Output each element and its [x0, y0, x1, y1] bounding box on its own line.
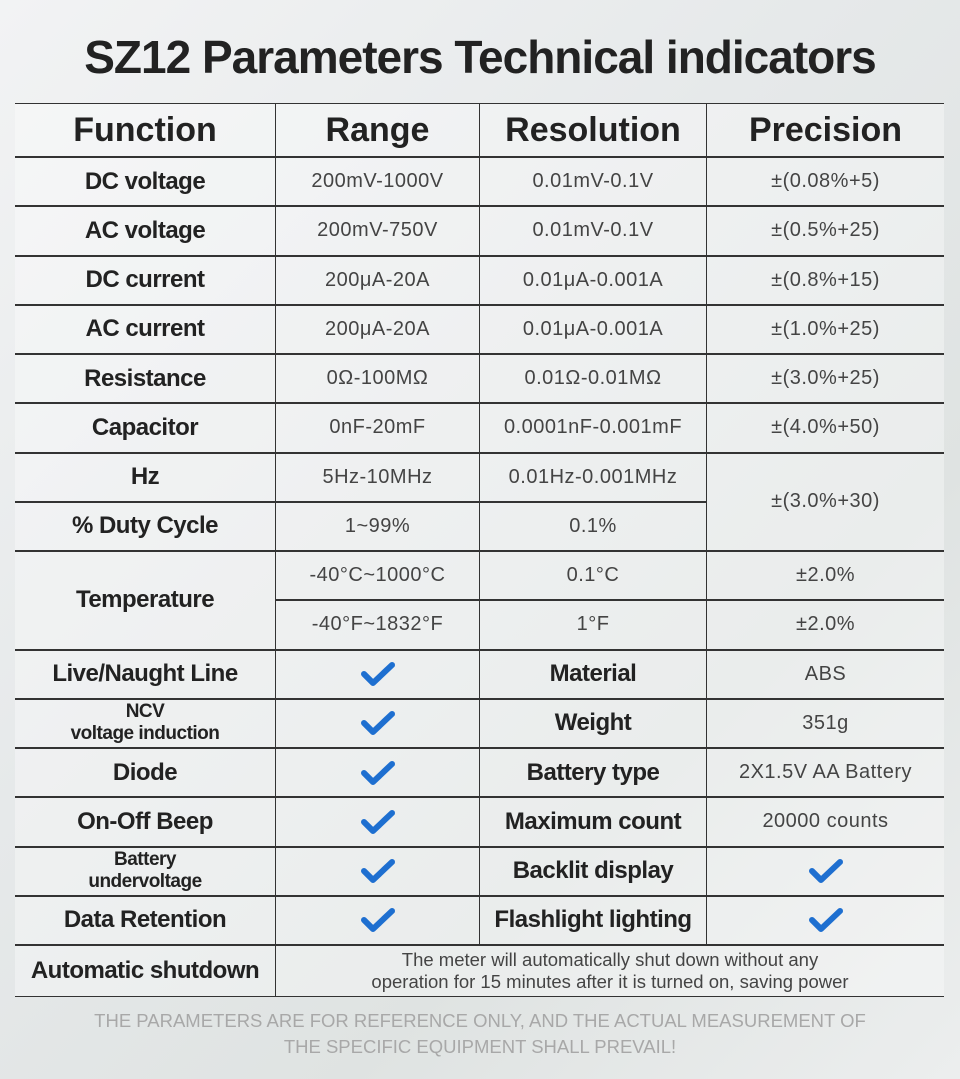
spec-value: ±2.0%: [706, 600, 944, 650]
check-icon: [360, 908, 395, 933]
spec-value: 0.01Hz-0.001MHz: [479, 452, 706, 502]
spec-value: 200μA-20A: [275, 304, 479, 354]
spec-value: ±2.0%: [706, 551, 944, 601]
spec-value: 0.01Ω-0.01MΩ: [479, 354, 706, 404]
feature-name: Weight: [479, 698, 706, 748]
check-icon: [808, 908, 843, 933]
function-name: DC voltage: [15, 157, 275, 207]
spec-value: 1°F: [479, 600, 706, 650]
feature-name: NCV voltage induction: [15, 698, 275, 748]
spec-value: ±(4.0%+50): [706, 403, 944, 453]
column-header: Resolution: [479, 103, 706, 157]
spec-value: 0.0001nF-0.001mF: [479, 403, 706, 453]
check-icon: [360, 711, 395, 736]
spec-value: ±(3.0%+30): [706, 452, 944, 551]
column-header: Precision: [706, 103, 944, 157]
feature-name: Flashlight lighting: [479, 895, 706, 945]
feature-name: Maximum count: [479, 797, 706, 847]
spec-value: 1~99%: [275, 501, 479, 551]
spec-value: -40°C~1000°C: [275, 551, 479, 601]
feature-name: Diode: [15, 748, 275, 798]
spec-value: 0.01mV-0.1V: [479, 206, 706, 256]
title: SZ12 Parameters Technical indicators: [84, 31, 877, 83]
spec-value: 0.1%: [479, 501, 706, 551]
spec-value: 200μA-20A: [275, 255, 479, 305]
feature-name: Material: [479, 649, 706, 699]
spec-value: 200mV-1000V: [275, 157, 479, 207]
spec-value: 0Ω-100MΩ: [275, 354, 479, 404]
function-name: Hz: [15, 452, 275, 502]
spec-value: ±(0.08%+5): [706, 157, 944, 207]
spec-value: 0.1°C: [479, 551, 706, 601]
feature-value: 2X1.5V AA Battery: [706, 748, 944, 798]
spec-value: 0.01μA-0.001A: [479, 255, 706, 305]
spec-value: ±(0.8%+15): [706, 255, 944, 305]
feature-value: 351g: [706, 698, 944, 748]
function-name: DC current: [15, 255, 275, 305]
spec-value: 0nF-20mF: [275, 403, 479, 453]
spec-value: 5Hz-10MHz: [275, 452, 479, 502]
check-cell: [275, 797, 479, 847]
column-header: Function: [15, 103, 275, 157]
check-cell: [275, 846, 479, 896]
check-cell: [275, 698, 479, 748]
spec-value: 0.01μA-0.001A: [479, 304, 706, 354]
feature-value: ABS: [706, 649, 944, 699]
feature-name: Backlit display: [479, 846, 706, 896]
spec-value: 0.01mV-0.1V: [479, 157, 706, 207]
check-icon: [360, 809, 395, 834]
check-icon: [360, 859, 395, 884]
column-header: Range: [275, 103, 479, 157]
check-cell: [275, 748, 479, 798]
spec-value: ±(3.0%+25): [706, 354, 944, 404]
function-name: Temperature: [15, 551, 275, 650]
footer-note: THE PARAMETERS ARE FOR REFERENCE ONLY, A…: [94, 1010, 866, 1057]
feature-name: Battery type: [479, 748, 706, 798]
feature-name: Automatic shutdown: [15, 945, 275, 997]
function-name: % Duty Cycle: [15, 501, 275, 551]
check-cell: [275, 649, 479, 699]
check-cell: [275, 895, 479, 945]
function-name: Capacitor: [15, 403, 275, 453]
feature-value: 20000 counts: [706, 797, 944, 847]
check-cell: [706, 895, 944, 945]
spec-value: ±(1.0%+25): [706, 304, 944, 354]
spec-value: 200mV-750V: [275, 206, 479, 256]
feature-name: On-Off Beep: [15, 797, 275, 847]
check-icon: [360, 662, 395, 687]
function-name: Resistance: [15, 354, 275, 404]
check-cell: [706, 846, 944, 896]
function-name: AC voltage: [15, 206, 275, 256]
spec-value: -40°F~1832°F: [275, 600, 479, 650]
function-name: AC current: [15, 304, 275, 354]
feature-name: Live/Naught Line: [15, 649, 275, 699]
feature-note: The meter will automatically shut down w…: [275, 945, 944, 997]
feature-name: Battery undervoltage: [15, 846, 275, 896]
check-icon: [360, 760, 395, 785]
feature-name: Data Retention: [15, 895, 275, 945]
check-icon: [808, 859, 843, 884]
spec-value: ±(0.5%+25): [706, 206, 944, 256]
